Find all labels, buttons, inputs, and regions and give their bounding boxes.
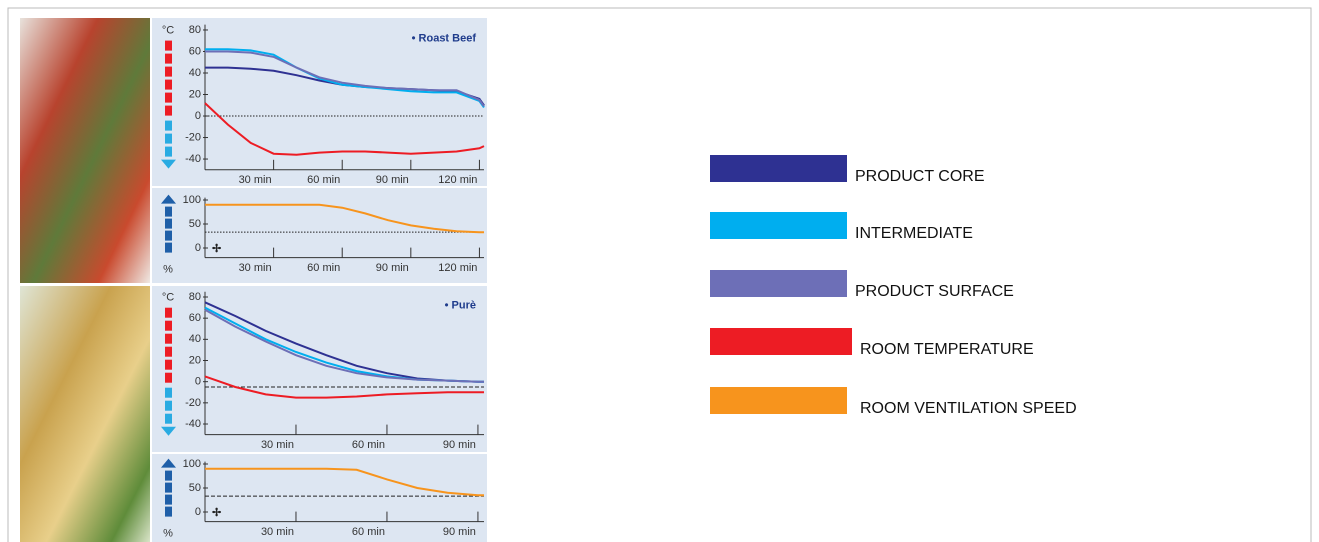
x-tick-label: 60 min: [307, 174, 340, 186]
series-line: [204, 102, 485, 156]
x-tick-label: 30 min: [261, 439, 294, 451]
scale-segment: [165, 400, 172, 411]
y-tick-label: 60: [189, 312, 201, 324]
scale-segment: [165, 53, 172, 64]
y-tick-label: 100: [183, 194, 201, 206]
scale-segment: [165, 413, 172, 424]
scale-segment: [165, 120, 172, 131]
fan-icon: ✢: [212, 243, 221, 255]
y-unit: °C: [162, 292, 174, 304]
scale-segment: [165, 230, 172, 241]
scale-segment: [165, 346, 172, 357]
chart-title: • Purè: [445, 300, 476, 312]
x-tick-label: 30 min: [239, 174, 272, 186]
legend-swatch: [710, 328, 852, 355]
y-tick-label: 80: [189, 291, 201, 303]
chart-panel: [152, 454, 487, 542]
chart-title: • Roast Beef: [412, 33, 477, 45]
scale-segment: [165, 206, 172, 217]
y-unit: %: [163, 264, 173, 276]
y-unit: %: [163, 528, 173, 540]
legend-swatch: [710, 387, 847, 414]
y-tick-label: 100: [183, 458, 201, 470]
x-tick-label: 90 min: [443, 439, 476, 451]
y-tick-label: 80: [189, 24, 201, 36]
x-tick-label: 90 min: [443, 526, 476, 538]
scale-segment: [165, 387, 172, 398]
scale-segment: [165, 320, 172, 331]
scale-segment: [165, 307, 172, 318]
scale-segment: [165, 242, 172, 253]
scale-segment: [165, 359, 172, 370]
x-tick-label: 120 min: [438, 174, 477, 186]
x-tick-label: 120 min: [438, 262, 477, 274]
chart-panel: [152, 286, 487, 452]
photo-roast-beef: [20, 18, 150, 283]
legend-label: ROOM VENTILATION SPEED: [860, 400, 1077, 417]
y-tick-label: 20: [189, 354, 201, 366]
scale-segment: [165, 40, 172, 51]
legend-label: INTERMEDIATE: [855, 225, 973, 242]
y-unit: °C: [162, 25, 174, 37]
scale-segment: [165, 372, 172, 383]
frame: [7, 7, 1312, 542]
y-tick-label: -20: [185, 397, 201, 409]
y-tick-label: 0: [195, 242, 201, 254]
y-tick-label: 20: [189, 88, 201, 100]
scale-segment: [165, 470, 172, 481]
series-line: [205, 48, 485, 108]
y-tick-label: -20: [185, 131, 201, 143]
series-line: [204, 375, 484, 399]
legend-swatch: [710, 155, 847, 182]
scale-segment: [165, 105, 172, 116]
y-tick-label: 50: [189, 218, 201, 230]
legend-label: PRODUCT CORE: [855, 168, 985, 185]
legend-label: ROOM TEMPERATURE: [860, 341, 1034, 358]
x-tick-label: 90 min: [376, 174, 409, 186]
series-line: [205, 50, 485, 107]
scale-segment: [165, 482, 172, 493]
scale-arrow: [161, 159, 176, 169]
scale-arrow: [161, 426, 176, 436]
scale-segment: [165, 333, 172, 344]
legend-label: PRODUCT SURFACE: [855, 283, 1014, 300]
y-tick-label: 40: [189, 67, 201, 79]
series-line: [205, 203, 484, 234]
legend-swatch: [710, 270, 847, 297]
y-tick-label: 50: [189, 482, 201, 494]
scale-segment: [165, 133, 172, 144]
y-tick-label: 0: [195, 110, 201, 122]
y-tick-label: 0: [195, 506, 201, 518]
series-line: [204, 308, 484, 383]
y-tick-label: -40: [185, 153, 201, 165]
y-tick-label: 40: [189, 333, 201, 345]
fan-icon: ✢: [212, 507, 221, 519]
scale-segment: [165, 66, 172, 77]
scale-segment: [165, 494, 172, 505]
x-tick-label: 60 min: [307, 262, 340, 274]
y-tick-label: 0: [195, 376, 201, 388]
chart-panel: [152, 18, 487, 186]
scale-segment: [165, 146, 172, 157]
series-line: [205, 467, 484, 497]
x-tick-label: 30 min: [239, 262, 272, 274]
scale-segment: [165, 92, 172, 103]
x-tick-label: 60 min: [352, 526, 385, 538]
x-tick-label: 90 min: [376, 262, 409, 274]
scale-arrow: [161, 458, 176, 468]
x-tick-label: 60 min: [352, 439, 385, 451]
scale-segment: [165, 79, 172, 90]
legend-swatch: [710, 212, 847, 239]
photo-pure: [20, 286, 150, 542]
y-tick-label: -40: [185, 418, 201, 430]
scale-arrow: [161, 194, 176, 204]
y-tick-label: 60: [189, 45, 201, 57]
x-tick-label: 30 min: [261, 526, 294, 538]
scale-segment: [165, 218, 172, 229]
scale-segment: [165, 506, 172, 517]
